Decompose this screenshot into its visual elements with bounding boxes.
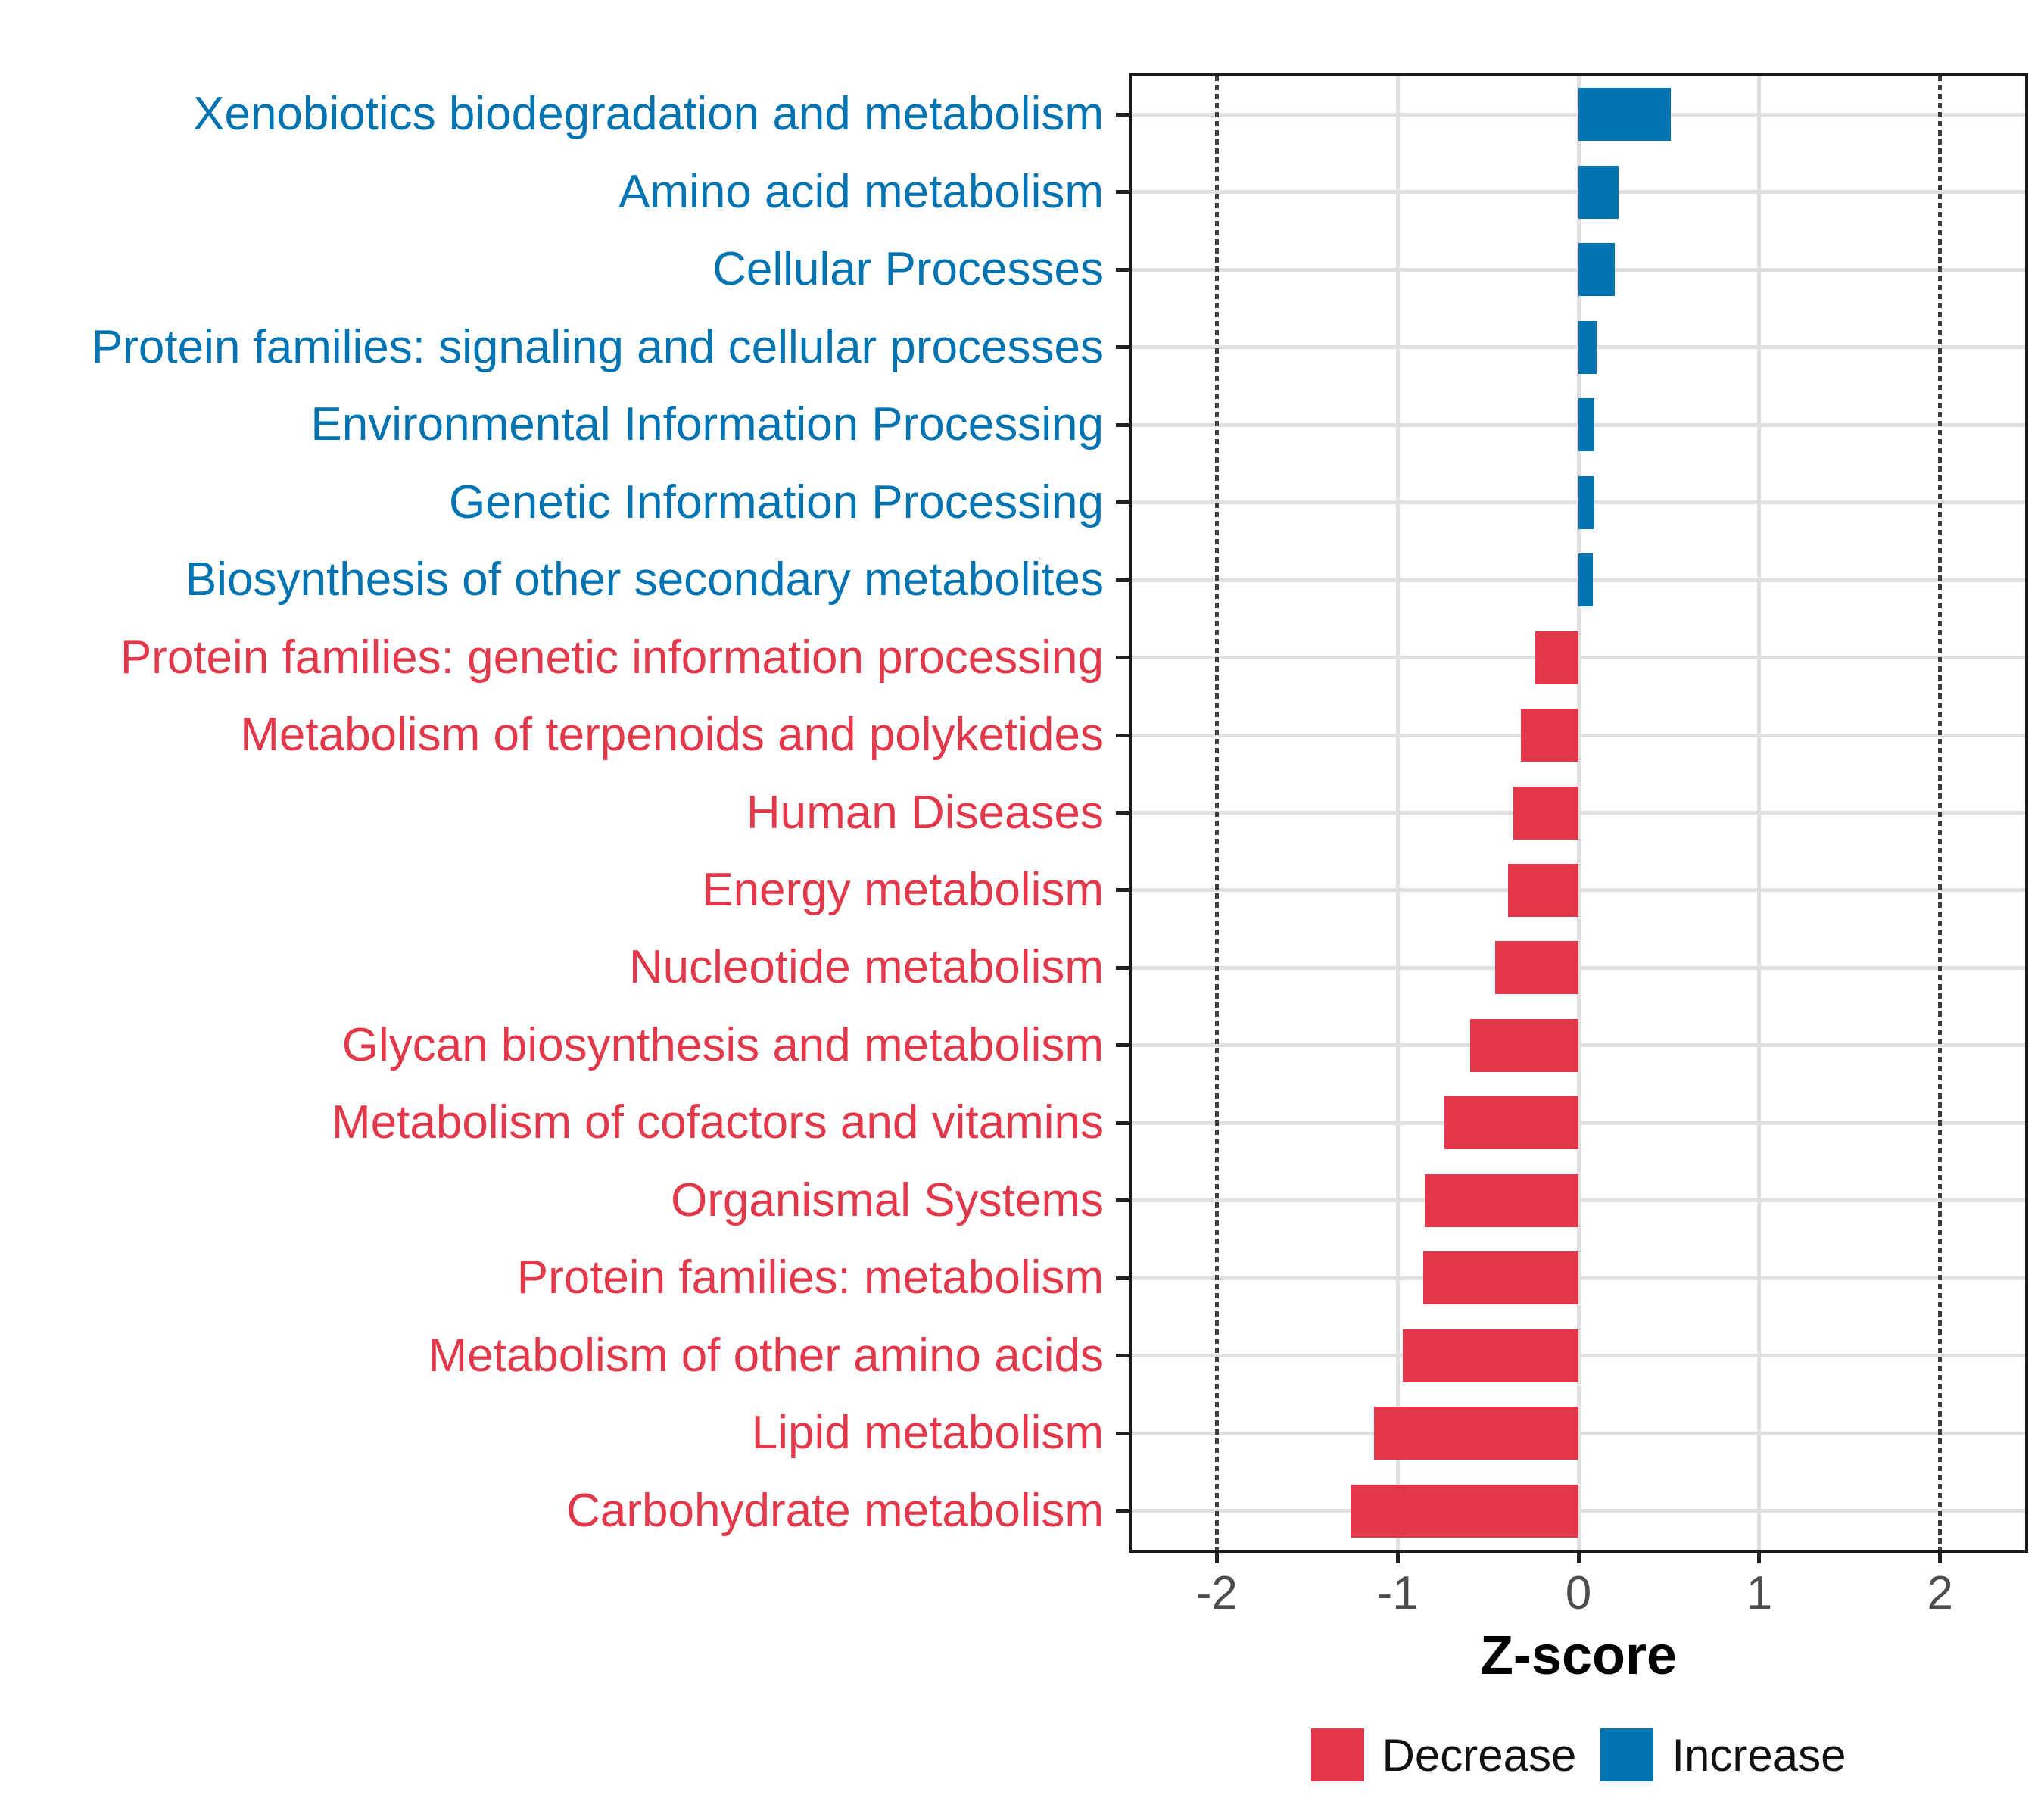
x-axis-tick-label: 1	[1746, 1567, 1773, 1619]
bar	[1578, 243, 1615, 297]
category-label: Biosynthesis of other secondary metaboli…	[185, 553, 1104, 606]
category-tick	[1116, 965, 1129, 970]
bar	[1374, 1407, 1578, 1460]
category-label: Cellular Processes	[712, 243, 1104, 296]
bar	[1424, 1173, 1578, 1227]
x-axis-tick-label: -2	[1195, 1567, 1238, 1619]
vertical-gridline	[1576, 76, 1581, 1550]
bar	[1578, 320, 1597, 374]
bar	[1403, 1329, 1578, 1382]
legend-label-increase: Increase	[1672, 1729, 1846, 1781]
category-tick	[1116, 888, 1129, 893]
x-axis-title: Z-score	[1479, 1625, 1678, 1686]
category-label: Carbohydrate metabolism	[566, 1484, 1104, 1537]
bar	[1578, 553, 1594, 607]
category-tick	[1116, 1043, 1129, 1048]
category-tick	[1116, 733, 1129, 737]
x-axis-tick-label: 2	[1927, 1567, 1953, 1619]
category-tick	[1116, 267, 1129, 272]
x-axis-tick	[1938, 1553, 1943, 1563]
category-tick	[1116, 422, 1129, 427]
category-label: Environmental Information Processing	[310, 398, 1104, 451]
x-axis-tick-label: -1	[1376, 1567, 1419, 1619]
bar	[1578, 88, 1671, 142]
category-label: Human Diseases	[746, 786, 1104, 839]
vertical-gridline	[1757, 76, 1762, 1550]
category-label: Organismal Systems	[671, 1173, 1104, 1226]
bar	[1507, 863, 1578, 917]
category-label: Metabolism of cofactors and vitamins	[332, 1096, 1104, 1149]
category-label: Genetic Information Processing	[449, 475, 1104, 528]
category-tick	[1116, 500, 1129, 505]
legend-item-decrease: Decrease	[1310, 1728, 1577, 1781]
category-tick	[1116, 578, 1129, 582]
bar	[1469, 1018, 1578, 1072]
category-tick	[1116, 656, 1129, 660]
x-axis-tick	[1214, 1553, 1219, 1563]
category-tick	[1116, 1509, 1129, 1513]
bar	[1578, 165, 1619, 219]
legend-item-increase: Increase	[1600, 1728, 1846, 1781]
category-tick	[1116, 1120, 1129, 1125]
x-axis-tick	[1757, 1553, 1762, 1563]
bar	[1495, 941, 1578, 995]
category-tick	[1116, 1198, 1129, 1203]
category-tick	[1116, 1276, 1129, 1280]
category-label: Energy metabolism	[702, 863, 1104, 916]
category-label: Protein families: genetic information pr…	[120, 631, 1104, 684]
category-tick	[1116, 1354, 1129, 1358]
category-label: Metabolism of terpenoids and polyketides	[240, 709, 1104, 762]
decrease-color-swatch	[1310, 1728, 1364, 1781]
category-label: Protein families: signaling and cellular…	[91, 320, 1104, 373]
bar	[1351, 1484, 1578, 1538]
bar	[1444, 1096, 1578, 1150]
bar	[1535, 631, 1578, 684]
vertical-gridline	[1395, 76, 1400, 1550]
category-tick	[1116, 1431, 1129, 1435]
category-tick	[1116, 112, 1129, 117]
bar	[1578, 398, 1595, 452]
legend-label-decrease: Decrease	[1382, 1729, 1577, 1781]
category-label: Lipid metabolism	[751, 1407, 1104, 1460]
x-axis-tick-label: 0	[1565, 1567, 1592, 1619]
category-label: Nucleotide metabolism	[628, 941, 1104, 994]
bar	[1520, 709, 1578, 762]
category-label: Metabolism of other amino acids	[428, 1329, 1104, 1382]
x-axis-tick	[1576, 1553, 1581, 1563]
legend: Decrease Increase	[1132, 1726, 2025, 1784]
bar	[1513, 786, 1578, 840]
category-tick	[1116, 190, 1129, 195]
category-tick	[1116, 811, 1129, 815]
category-label: Xenobiotics biodegradation and metabolis…	[193, 88, 1104, 141]
category-label: Glycan biosynthesis and metabolism	[341, 1018, 1104, 1071]
bar	[1578, 475, 1595, 529]
dotted-reference-line	[1938, 76, 1943, 1550]
plot-panel	[1129, 73, 2028, 1553]
dotted-reference-line	[1214, 76, 1219, 1550]
increase-color-swatch	[1600, 1728, 1654, 1781]
x-axis-tick	[1395, 1553, 1400, 1563]
bar	[1422, 1251, 1578, 1305]
category-tick	[1116, 345, 1129, 350]
category-label: Amino acid metabolism	[618, 165, 1104, 218]
category-label: Protein families: metabolism	[516, 1251, 1104, 1304]
